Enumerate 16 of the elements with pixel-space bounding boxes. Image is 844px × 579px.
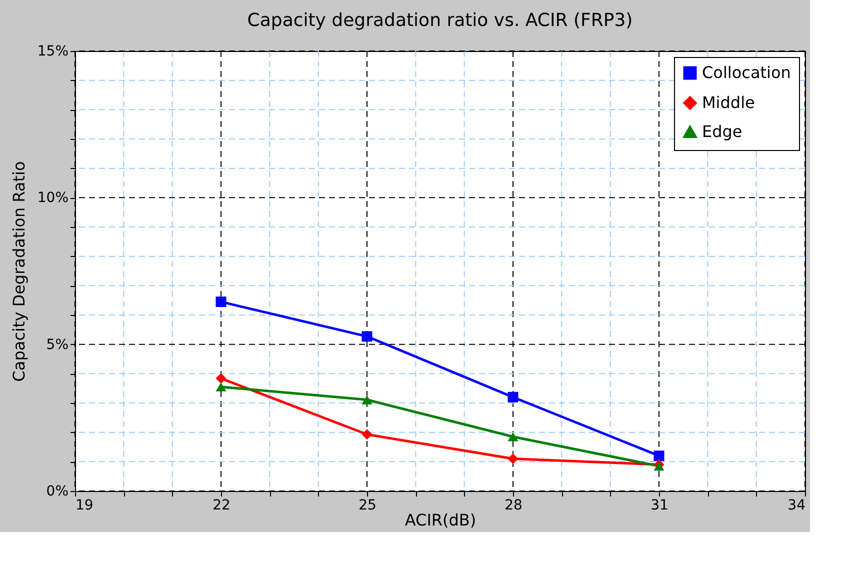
x-axis-title: ACIR(dB) — [404, 510, 476, 530]
x-tick-label: 34 — [788, 498, 806, 514]
x-tick-label: 25 — [358, 498, 376, 514]
y-tick-label: 15% — [37, 44, 68, 60]
chart-title: Capacity degradation ratio vs. ACIR (FRP3) — [247, 10, 633, 31]
legend-label: Middle — [702, 93, 755, 112]
x-tick-label: 31 — [650, 498, 668, 514]
legend-label: Edge — [702, 122, 742, 141]
y-tick-label: 5% — [46, 336, 68, 353]
y-tick-label: 0% — [46, 484, 68, 500]
y-axis-title: Capacity Degradation Ratio — [9, 161, 28, 382]
x-tick-label: 22 — [212, 498, 230, 514]
x-tick-label: 19 — [76, 498, 94, 514]
y-tick-label: 10% — [37, 190, 68, 206]
legend-label: Collocation — [702, 63, 791, 82]
x-tick-label: 28 — [504, 498, 522, 514]
